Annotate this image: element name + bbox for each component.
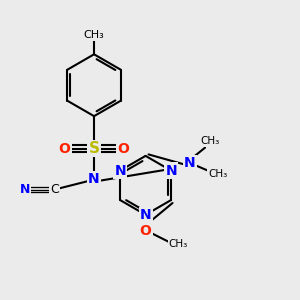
Text: N: N [140,208,152,222]
Text: CH₃: CH₃ [208,169,227,178]
Text: N: N [114,164,126,178]
Text: CH₃: CH₃ [201,136,220,146]
Text: CH₃: CH₃ [168,239,188,249]
Text: CH₃: CH₃ [84,30,104,40]
Text: O: O [140,224,152,238]
Text: N: N [88,172,100,186]
Text: C: C [50,183,59,196]
Text: O: O [59,142,70,155]
Text: O: O [118,142,129,155]
Text: N: N [184,156,196,170]
Text: N: N [165,164,177,178]
Text: N: N [20,183,30,196]
Text: S: S [88,141,100,156]
